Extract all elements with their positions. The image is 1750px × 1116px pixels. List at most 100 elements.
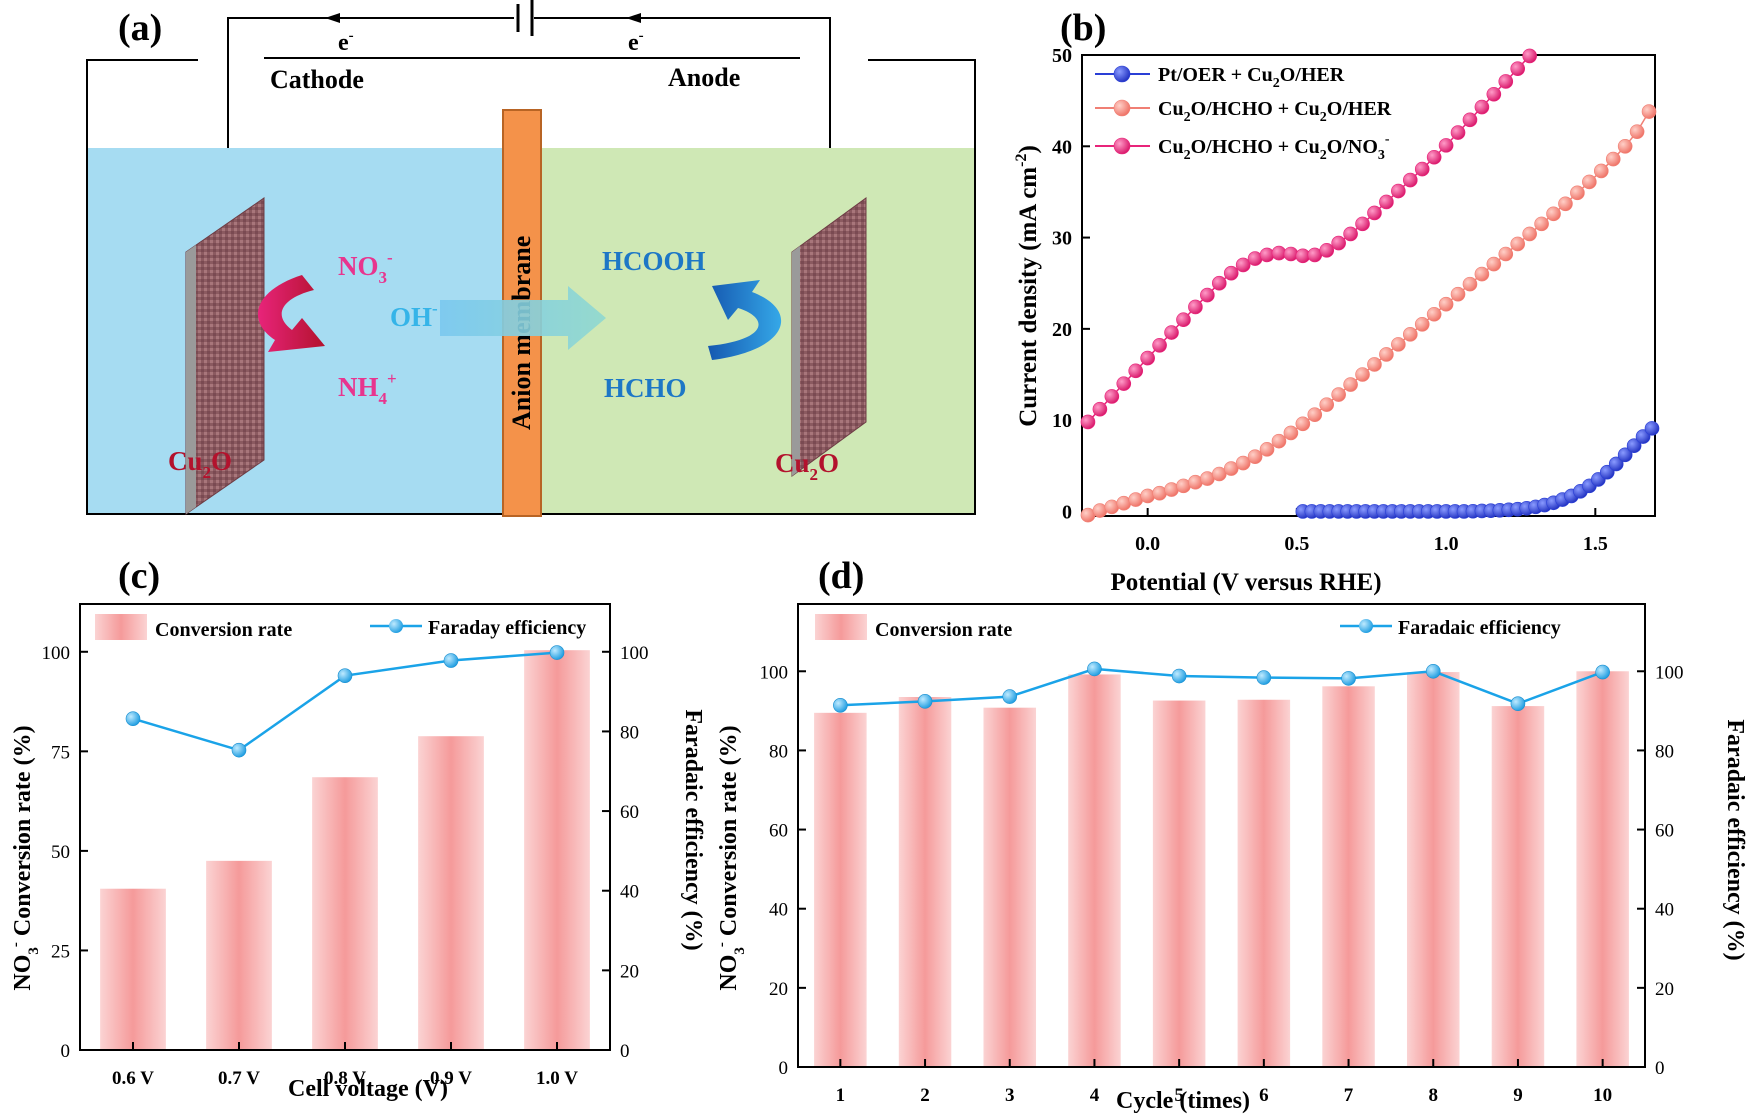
panel-b-point <box>1629 124 1645 139</box>
panel-b-point <box>1498 74 1514 89</box>
panel-d-x-tick-label: 5 <box>1174 1085 1184 1106</box>
panel-d-x-axis-label: Cycle (times) <box>1116 1088 1250 1114</box>
panel-b-point <box>1295 416 1311 432</box>
panel-b-y-tick-label: 40 <box>1052 136 1072 158</box>
panel-b-series-line <box>1087 111 1650 516</box>
panel-b-point <box>1283 425 1299 441</box>
panel-c-x-tick-label: 1.0 V <box>536 1068 578 1089</box>
panel-c-y-axis-label: NO3- Conversion rate (%) <box>8 725 42 990</box>
anode-label: Anode <box>668 63 740 92</box>
panel-d-chart: (d) 1 2 3 4 5 6 7 8 9 10020406080100020406080100 … <box>714 555 1748 1114</box>
cu2o-anode-label: Cu2O <box>775 448 839 484</box>
panel-d-bar <box>1406 672 1460 1067</box>
panel-b-x-tick-label: 1.0 <box>1434 533 1459 555</box>
panel-c-y-tick-label: 75 <box>51 742 70 763</box>
panel-b-point <box>1644 421 1660 436</box>
panel-c-line-point <box>231 742 247 758</box>
panel-b-point <box>1558 196 1573 212</box>
legend-text-part: 2 <box>1320 110 1327 125</box>
legend-text-part: O/HER <box>1327 98 1392 120</box>
panel-b-point <box>1438 296 1454 312</box>
panel-d-y2-axis-label: Faradaic efficiency (%) <box>1722 719 1748 960</box>
panel-b-point <box>1223 265 1239 281</box>
panel-c-bar <box>418 736 484 1050</box>
panel-b-series-line <box>1302 427 1653 513</box>
panel-d-label: (d) <box>818 555 864 597</box>
panel-b-point <box>1426 306 1442 322</box>
panel-d-line-point <box>917 694 933 709</box>
panel-d-bar <box>1576 671 1629 1067</box>
panel-b-point <box>1462 112 1478 128</box>
panel-d-line-point <box>1171 668 1187 684</box>
panel-c-x-tick-label: 0.6 V <box>112 1068 154 1089</box>
panel-b-point <box>1319 243 1335 258</box>
panel-d-x-tick-label: 1 <box>836 1085 846 1106</box>
panel-b-y-tick-label: 30 <box>1052 228 1072 250</box>
panel-d-y-tick-label: 40 <box>769 900 788 921</box>
panel-c-line-point <box>337 668 353 683</box>
panel-d-x-tick-label: 7 <box>1344 1085 1354 1106</box>
panel-d-y2-tick-label: 80 <box>1655 741 1674 762</box>
legend-text-part: O/HCHO + Cu <box>1191 98 1320 120</box>
panel-b-point <box>1247 449 1263 464</box>
legend-text-part: 2 <box>1184 110 1191 125</box>
panel-c-x-tick-label: 0.8 V <box>324 1068 366 1089</box>
panel-b-point <box>1164 325 1179 340</box>
panel-d-frame <box>797 603 1646 1068</box>
panel-b-x-axis-label: Potential (V versus RHE) <box>1110 569 1381 596</box>
panel-b-point <box>1626 438 1642 454</box>
panel-c-line-point <box>443 653 459 668</box>
panel-d-x-tick-label: 8 <box>1429 1085 1439 1106</box>
panel-b-point <box>1510 61 1526 76</box>
panel-b-point <box>1355 216 1370 232</box>
panel-c-y2-tick-label: 60 <box>620 802 639 823</box>
panel-b-point <box>1462 276 1478 292</box>
panel-b-point <box>1104 389 1120 404</box>
panel-d-legend-bar-swatch <box>815 614 867 640</box>
panel-c-y2-tick-label: 100 <box>620 643 649 664</box>
cathode-electrode-edge <box>186 245 196 514</box>
electron-arrow-right-icon <box>626 13 641 23</box>
panel-b-point <box>1414 316 1430 332</box>
panel-b-point <box>1438 138 1454 153</box>
panel-d-bar <box>1068 674 1121 1067</box>
panel-b-point <box>1367 205 1382 221</box>
hcooh-label: HCOOH <box>602 246 706 276</box>
no3-reduction-arrow <box>257 275 325 352</box>
panel-d-y2-tick-label: 20 <box>1655 979 1674 1000</box>
panel-b-point <box>1128 363 1144 379</box>
panel-b-point <box>1570 185 1585 201</box>
electron-arrow-left-icon <box>325 13 340 23</box>
panel-b-point <box>1223 461 1239 476</box>
panel-c-bar <box>100 888 166 1050</box>
nh4-label: NH4+ <box>338 369 397 408</box>
panel-b-point <box>1140 350 1155 366</box>
panel-c-line-point <box>549 645 565 660</box>
panel-d-x-tick-label: 3 <box>1005 1085 1015 1106</box>
panel-b-point <box>1641 104 1657 119</box>
panel-c-y2-axis-label: Faradaic efficiency (%) <box>680 709 706 950</box>
panel-c-legend-line-marker <box>389 619 403 633</box>
panel-b-point <box>1546 206 1561 222</box>
panel-b-legend-entry: Cu2O/HCHO + Cu2O/HER <box>1158 98 1392 125</box>
panel-b-legend-marker <box>1113 137 1131 155</box>
panel-c-chart: (c) 0.6 V 0.7 V 0.8 V 0.9 V 1.0 V02550751000… <box>8 555 706 1102</box>
panel-b-point <box>1152 337 1167 353</box>
panel-c-y-tick-label: 0 <box>61 1041 71 1062</box>
panel-b-x-tick-label: 0.5 <box>1284 533 1309 555</box>
panel-d-line-point <box>1510 696 1526 712</box>
panel-d-bar <box>1237 699 1291 1067</box>
panel-d-x-tick-label: 4 <box>1090 1085 1100 1106</box>
panel-c-y2-tick-label: 20 <box>620 961 639 982</box>
panel-d-y-tick-label: 80 <box>769 741 788 762</box>
panel-b-point <box>1617 138 1633 154</box>
panel-c-y-tick-label: 50 <box>51 842 70 863</box>
oh-transport-arrow <box>440 286 606 350</box>
panel-b-point <box>1474 266 1490 282</box>
panel-b-point <box>1235 455 1251 471</box>
panel-b-point <box>1486 256 1502 272</box>
anode-electrode-edge <box>792 246 800 476</box>
panel-b-frame <box>1081 54 1656 517</box>
panel-b-point <box>1391 183 1406 199</box>
